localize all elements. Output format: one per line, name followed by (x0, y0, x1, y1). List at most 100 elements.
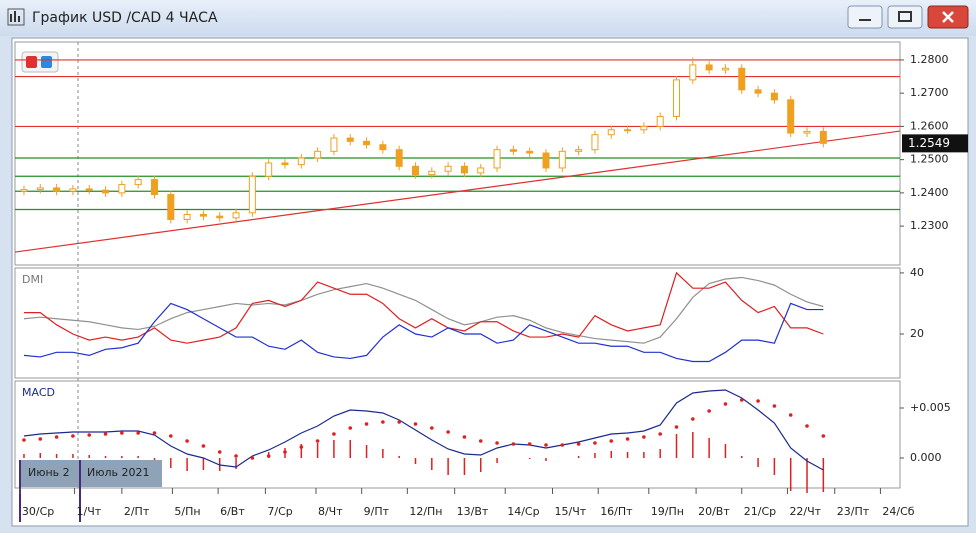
candle-body (428, 170, 436, 176)
signal-dot (462, 435, 467, 439)
candle-body (281, 162, 289, 166)
candle-body (526, 150, 534, 154)
last-price-label: 1.2549 (908, 136, 950, 150)
signal-dot (185, 439, 189, 443)
panel-title: DMI (22, 273, 43, 286)
candle-body (770, 92, 778, 101)
y-tick-label: 20 (910, 327, 924, 340)
y-tick-label: 1.2400 (910, 186, 949, 199)
signal-dot (103, 432, 108, 436)
signal-dot (821, 434, 826, 438)
signal-dot (527, 442, 532, 446)
signal-dot (495, 441, 499, 445)
x-tick-label: 24/Сб (882, 505, 914, 518)
signal-dot (805, 424, 809, 428)
y-tick-label: 1.2300 (910, 219, 949, 232)
candle-body (411, 165, 419, 176)
signal-dot (756, 399, 760, 403)
candle-body (803, 130, 811, 134)
candle-body (379, 144, 387, 151)
signal-dot (674, 425, 679, 429)
x-tick-label: 22/Чт (789, 505, 821, 518)
signal-dot (478, 439, 483, 443)
x-tick-label: 30/Ср (22, 505, 54, 518)
x-tick-label: 15/Чт (555, 505, 587, 518)
period-label-box (80, 460, 162, 487)
candle-body (477, 167, 485, 174)
x-tick-label: 19/Пн (651, 505, 684, 518)
candle-body (69, 188, 77, 192)
candle-body (787, 99, 795, 134)
candle-body (575, 149, 583, 152)
signal-dot (430, 426, 434, 430)
indicator-line (23, 271, 824, 344)
candle-body (444, 165, 452, 172)
signal-dot (544, 443, 548, 447)
signal-dot (283, 450, 287, 454)
candle-body (102, 189, 110, 194)
candle-body (20, 189, 28, 192)
signal-dot (739, 398, 744, 402)
chart-buttons[interactable] (21, 51, 59, 73)
candle-body (819, 130, 827, 144)
close-icon (942, 11, 954, 23)
trend-line (14, 130, 901, 253)
signal-dot (560, 443, 565, 447)
x-tick-label: 8/Чт (318, 505, 343, 518)
signal-dot (120, 431, 124, 435)
candle-body (754, 89, 762, 94)
signal-dot (348, 426, 353, 430)
candle-body (460, 165, 468, 174)
candle-body (346, 137, 354, 142)
signal-dot (609, 439, 614, 443)
candle-body (656, 115, 664, 127)
signal-dot (54, 435, 59, 439)
x-tick-label: 9/Пт (364, 505, 390, 518)
title-bar (0, 0, 976, 36)
candle-body (624, 129, 632, 132)
y-tick-label: 1.2800 (910, 53, 949, 66)
minimize-button[interactable] (847, 5, 883, 29)
candle-body (395, 149, 403, 167)
candle-body (721, 67, 729, 71)
candle-body (297, 157, 305, 166)
x-tick-label: 23/Пт (837, 505, 870, 518)
candle-body (705, 64, 713, 71)
signal-dot (511, 442, 516, 446)
candle-body (118, 184, 126, 194)
candle-body (363, 140, 371, 146)
signal-dot (658, 432, 662, 436)
signal-dot (332, 432, 336, 436)
signal-dot (38, 437, 43, 441)
candle-body (199, 213, 207, 217)
chart-area (11, 37, 969, 527)
signal-dot (446, 430, 450, 434)
signal-dot (772, 404, 777, 408)
indicator-line (23, 276, 824, 344)
signal-dot (299, 445, 304, 449)
maximize-button[interactable] (887, 5, 923, 29)
candle-body (558, 150, 566, 169)
candle-body (53, 187, 61, 192)
signal-dot (576, 442, 581, 446)
x-tick-label: 21/Ср (744, 505, 776, 518)
signal-dot (723, 402, 728, 406)
candle-body (150, 179, 158, 196)
signal-dot (71, 434, 75, 438)
x-tick-label: 12/Пн (409, 505, 442, 518)
signal-dot (364, 422, 369, 426)
signal-dot (22, 438, 26, 442)
candle-body (689, 64, 697, 81)
candle-body (607, 129, 615, 136)
signal-dot (707, 409, 711, 413)
x-tick-label: 5/Пн (174, 505, 200, 518)
x-tick-label: 13/Вт (457, 505, 489, 518)
candle-body (738, 67, 746, 91)
signal-dot (266, 454, 271, 458)
candle-body (330, 137, 338, 152)
indicator-line (23, 302, 824, 363)
x-tick-label: 20/Вт (698, 505, 730, 518)
candle-body (134, 179, 142, 186)
x-tick-label: 16/Пт (600, 505, 633, 518)
